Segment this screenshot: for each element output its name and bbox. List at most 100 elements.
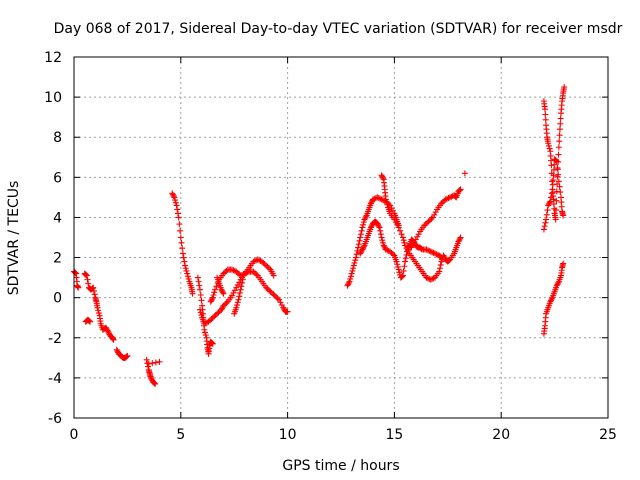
- data-point: [436, 268, 443, 275]
- data-point: [357, 234, 364, 241]
- data-point: [189, 290, 196, 297]
- data-point: [445, 257, 452, 264]
- data-point: [360, 219, 367, 226]
- data-point: [278, 302, 285, 309]
- data-point: [347, 275, 354, 282]
- data-point: [239, 276, 246, 283]
- data-point: [367, 224, 374, 231]
- data-point: [170, 193, 177, 200]
- data-point: [549, 178, 556, 185]
- data-point: [461, 170, 468, 177]
- data-point: [371, 195, 378, 202]
- data-point: [421, 222, 428, 229]
- data-point: [195, 278, 202, 285]
- data-point: [240, 271, 247, 278]
- data-point: [273, 293, 280, 300]
- data-point: [197, 286, 204, 293]
- data-point: [375, 221, 382, 228]
- data-point: [208, 297, 215, 304]
- data-point: [409, 241, 416, 248]
- data-point: [392, 219, 399, 226]
- data-point: [456, 237, 463, 244]
- data-point: [357, 249, 364, 256]
- data-point: [429, 249, 436, 256]
- data-point: [360, 243, 367, 250]
- data-point: [253, 271, 260, 278]
- data-point: [552, 216, 559, 223]
- data-point: [177, 234, 184, 241]
- data-point: [251, 269, 258, 276]
- y-tick-label: 12: [44, 50, 62, 66]
- data-point: [280, 304, 287, 311]
- data-point: [348, 270, 355, 277]
- data-point: [352, 254, 359, 261]
- data-point: [427, 248, 434, 255]
- data-point: [424, 247, 431, 254]
- data-point: [455, 238, 462, 245]
- data-point: [546, 145, 553, 152]
- data-point: [405, 243, 412, 250]
- data-point: [274, 295, 281, 302]
- data-point: [344, 282, 351, 289]
- data-point: [457, 186, 464, 193]
- data-point: [219, 287, 226, 294]
- y-tick-label: 6: [53, 170, 62, 186]
- data-point: [202, 329, 209, 336]
- data-point: [359, 224, 366, 231]
- data-point: [377, 227, 384, 234]
- data-point: [543, 211, 550, 218]
- data-point: [554, 281, 561, 288]
- data-point: [221, 269, 228, 276]
- data-point: [378, 234, 385, 241]
- data-point: [376, 224, 383, 231]
- data-point: [456, 235, 463, 242]
- data-point: [556, 126, 563, 133]
- data-point: [368, 199, 375, 206]
- data-point: [347, 273, 354, 280]
- data-point: [148, 376, 155, 383]
- data-point: [143, 356, 150, 363]
- data-point: [198, 312, 205, 319]
- data-point: [545, 140, 552, 147]
- data-point: [197, 306, 204, 313]
- x-tick-label: 5: [176, 427, 185, 443]
- data-point: [391, 216, 398, 223]
- data-point: [561, 84, 568, 91]
- data-point: [239, 271, 246, 278]
- axis-ticks: 0 5 10 15 20 25 -6 -4 -2 0 2 4 6 8 10 12: [44, 50, 617, 443]
- data-point: [401, 263, 408, 270]
- data-point: [356, 237, 363, 244]
- data-point: [547, 298, 554, 305]
- data-point: [84, 276, 91, 283]
- data-point: [550, 166, 557, 173]
- data-point: [233, 268, 240, 275]
- data-point: [276, 296, 283, 303]
- data-point: [380, 239, 387, 246]
- data-point: [396, 269, 403, 276]
- data-point: [229, 266, 236, 273]
- data-point: [174, 210, 181, 217]
- data-point: [380, 197, 387, 204]
- data-point: [542, 111, 549, 118]
- data-point: [555, 279, 562, 286]
- data-point: [87, 318, 94, 325]
- data-point: [380, 242, 387, 249]
- data-point: [234, 302, 241, 309]
- data-point: [149, 360, 156, 367]
- data-point: [555, 171, 562, 178]
- data-point: [427, 217, 433, 224]
- data-point: [548, 162, 555, 169]
- data-point: [433, 251, 440, 258]
- data-point: [215, 309, 222, 316]
- data-point: [402, 255, 409, 262]
- data-point: [393, 258, 400, 265]
- data-point: [374, 194, 381, 201]
- data-point: [399, 234, 406, 241]
- data-point: [233, 284, 240, 291]
- data-point: [207, 298, 214, 305]
- data-point: [540, 226, 547, 233]
- data-point: [374, 220, 381, 227]
- x-tick-label: 0: [70, 427, 79, 443]
- data-point: [233, 304, 240, 311]
- data-point: [179, 245, 186, 252]
